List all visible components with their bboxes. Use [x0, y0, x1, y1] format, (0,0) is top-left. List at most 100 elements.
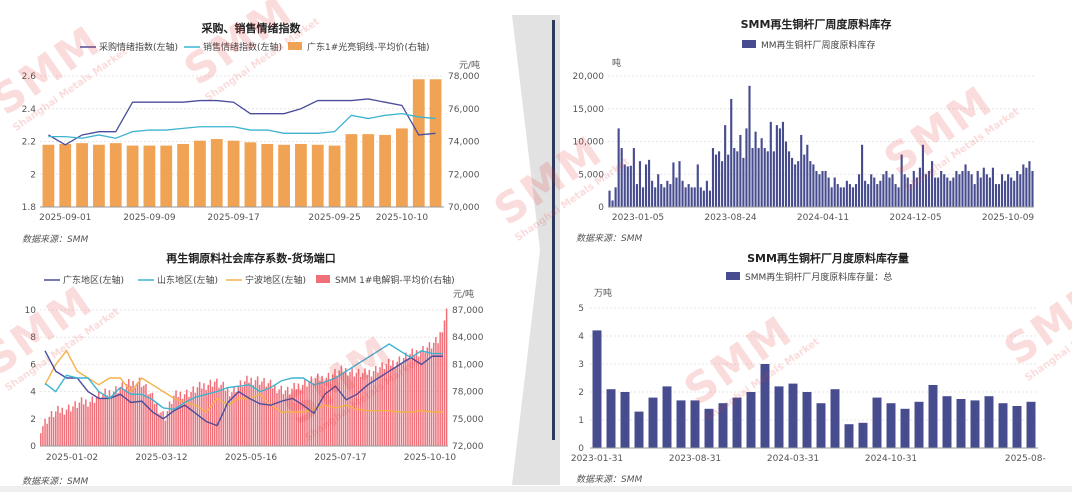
- weekly-inventory-bar: [940, 170, 943, 207]
- x-tick: 2025-09-09: [123, 213, 176, 223]
- copper-price-bar: [248, 382, 250, 446]
- copper-price-bar: [325, 377, 328, 446]
- copper-price-bar: [188, 396, 190, 446]
- monthly-inventory-bar: [746, 392, 756, 448]
- copper-price-bar: [207, 384, 209, 446]
- copper-price-bar: [211, 386, 214, 446]
- copper-price-bar: [87, 406, 89, 446]
- copper-price-bar: [46, 423, 48, 446]
- footer-bar: [0, 486, 1072, 492]
- copper-price-bar: [151, 392, 154, 446]
- copper-price-bar: [426, 347, 429, 446]
- weekly-inventory-bar: [888, 177, 891, 207]
- y-tick: 0: [578, 444, 584, 454]
- y-tick: 15,000: [573, 105, 605, 115]
- weekly-inventory-bar: [702, 190, 705, 207]
- copper-price-bar: [134, 387, 136, 446]
- copper-price-bar: [301, 384, 304, 446]
- weekly-inventory-bar: [906, 177, 909, 207]
- copper-price-bar: [372, 371, 375, 446]
- price-bar: [244, 142, 257, 207]
- weekly-inventory-bar: [638, 161, 642, 207]
- weekly-inventory-bar: [693, 187, 696, 207]
- copper-price-bar: [308, 381, 310, 446]
- copper-price-bar: [304, 379, 306, 446]
- weekly-inventory-bar: [775, 125, 778, 207]
- price-bar: [311, 144, 324, 207]
- copper-price-bar: [327, 372, 330, 446]
- right-axis-unit: 元/吨: [459, 59, 480, 71]
- copper-price-bar: [183, 394, 186, 446]
- chart-title: SMM再生铜杆厂周度原料库存: [741, 17, 892, 31]
- monthly-inventory-bar: [928, 385, 938, 448]
- weekly-inventory-bar: [909, 184, 912, 207]
- copper-price-bar: [70, 411, 72, 446]
- weekly-inventory-bar: [857, 174, 861, 207]
- x-tick: 2023-01-05: [612, 213, 664, 223]
- copper-price-bar: [57, 405, 59, 446]
- weekly-inventory-bar: [736, 151, 739, 207]
- weekly-inventory-bar: [623, 164, 626, 207]
- weekly-inventory-bar: [721, 161, 724, 207]
- copper-price-bar: [295, 389, 298, 446]
- copper-price-bar: [256, 376, 259, 446]
- copper-price-bar: [439, 332, 441, 446]
- weekly-inventory-bar: [952, 177, 955, 207]
- copper-price-bar: [357, 368, 360, 446]
- weekly-inventory-bar: [797, 161, 800, 207]
- weekly-inventory-bar: [870, 174, 873, 207]
- y-tick: 2: [578, 388, 584, 398]
- legend-weekly-inventory: MM再生铜杆厂周度原料库存: [761, 39, 876, 51]
- copper-price-bar: [104, 388, 106, 446]
- weekly-inventory-bar: [970, 174, 973, 207]
- copper-price-bar: [175, 390, 177, 446]
- copper-price-bar: [379, 367, 381, 446]
- weekly-inventory-bar: [1007, 174, 1010, 207]
- legend-monthly-inventory: SMM再生铜杆厂月度原料库存量：总: [745, 271, 892, 283]
- monthly-inventory-bar: [760, 364, 770, 448]
- legend-guangdong: 广东地区(左轴): [63, 274, 124, 286]
- source-label: 数据来源：SMM: [22, 477, 89, 487]
- chart-panel-social-inventory: 再生铜原料社会库存系数-货场端口 广东地区(左轴) 山东地区(左轴) 宁波地区(左轴)…: [14, 250, 488, 488]
- weekly-inventory-bar: [787, 151, 791, 207]
- copper-price-bar: [263, 378, 265, 446]
- weekly-inventory-bar: [772, 151, 775, 207]
- copper-price-bar: [170, 403, 173, 446]
- copper-price-bar: [50, 411, 53, 446]
- copper-price-bar: [102, 393, 104, 446]
- legend-ningbo: 宁波地区(左轴): [245, 274, 306, 286]
- copper-price-bar: [417, 356, 420, 446]
- weekly-inventory-bar: [675, 177, 678, 207]
- copper-price-bar: [441, 332, 444, 446]
- monthly-inventory-bar: [942, 396, 952, 448]
- copper-price-bar: [435, 336, 437, 446]
- copper-price-bar: [235, 392, 237, 446]
- weekly-inventory-bar: [830, 187, 833, 207]
- weekly-inventory-bar: [696, 164, 699, 207]
- copper-price-bar: [411, 348, 413, 446]
- weekly-inventory-bar: [927, 170, 931, 207]
- chart-title: SMM再生铜杆厂月度原料库存量: [747, 251, 909, 265]
- weekly-inventory-bar: [982, 167, 985, 207]
- weekly-inventory-bar: [973, 184, 976, 207]
- copper-price-bar: [198, 381, 201, 446]
- price-bar: [177, 143, 189, 207]
- copper-price-bar: [160, 412, 162, 446]
- copper-price-bar: [166, 411, 169, 446]
- price-bar: [412, 79, 425, 207]
- weekly-inventory-bar: [800, 134, 803, 207]
- weekly-inventory-bar: [663, 187, 666, 207]
- divider-arrow: [512, 15, 560, 485]
- copper-price-bar: [132, 380, 134, 446]
- copper-price-bar: [359, 376, 362, 446]
- copper-price-bar: [158, 413, 160, 446]
- copper-price-bar: [250, 377, 252, 446]
- legend-copper-price-swatch: [316, 275, 330, 283]
- y-tick: 5,000: [578, 170, 604, 180]
- weekly-inventory-bar: [733, 148, 736, 207]
- copper-price-bar: [181, 398, 184, 446]
- monthly-inventory-bar: [970, 400, 980, 448]
- y-tick: 10,000: [573, 138, 605, 148]
- weekly-inventory-bar: [1000, 174, 1004, 207]
- y-left-tick: 2: [30, 170, 36, 180]
